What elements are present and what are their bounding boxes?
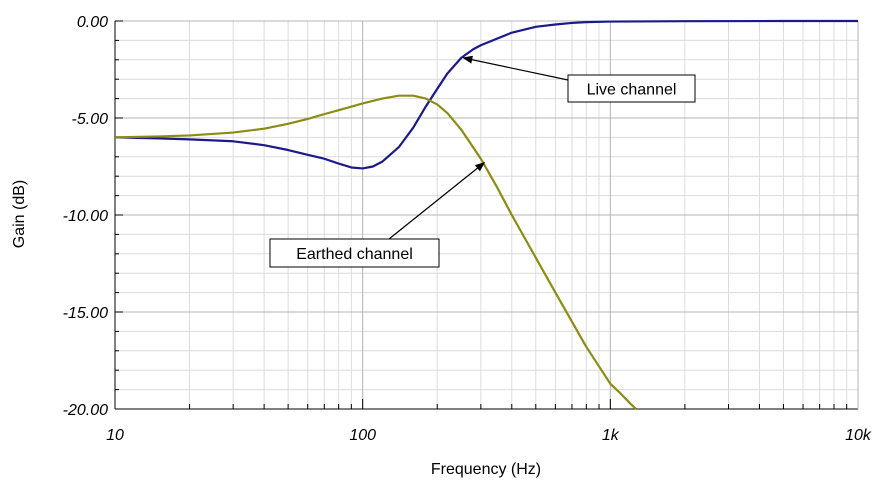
x-tick-label: 100 <box>349 427 376 444</box>
series-line-earthed <box>114 94 637 410</box>
y-tick-label: 0.00 <box>77 14 108 31</box>
x-tick-label: 1k <box>602 427 620 444</box>
tick-labels: 10 100 1k 10k 0.00 -5.00 -10.00 -15.00 -20.00 <box>63 14 872 444</box>
series-lines <box>114 19 858 410</box>
x-axis-title: Frequency (Hz) <box>431 461 541 478</box>
axes <box>114 20 859 410</box>
series-line-live <box>114 19 858 170</box>
x-tick-label: 10 <box>106 427 124 444</box>
annotation-box-earthed <box>269 238 440 268</box>
annotation-arrow-earthed <box>388 161 486 240</box>
annotation-label-earthed: Earthed channel <box>296 246 413 263</box>
y-tick-label: -5.00 <box>72 111 109 128</box>
y-tick-label: -15.00 <box>63 305 108 322</box>
y-tick-label: -20.00 <box>63 402 108 419</box>
y-tick-label: -10.00 <box>63 208 108 225</box>
annotations: Live channel Earthed channel <box>269 55 696 268</box>
y-axis-title: Gain (dB) <box>11 180 28 248</box>
annotation-arrow-live <box>462 55 569 81</box>
x-tick-label: 10k <box>845 427 872 444</box>
annotation-label-live: Live channel <box>587 82 677 99</box>
annotation-box-live <box>567 74 696 103</box>
